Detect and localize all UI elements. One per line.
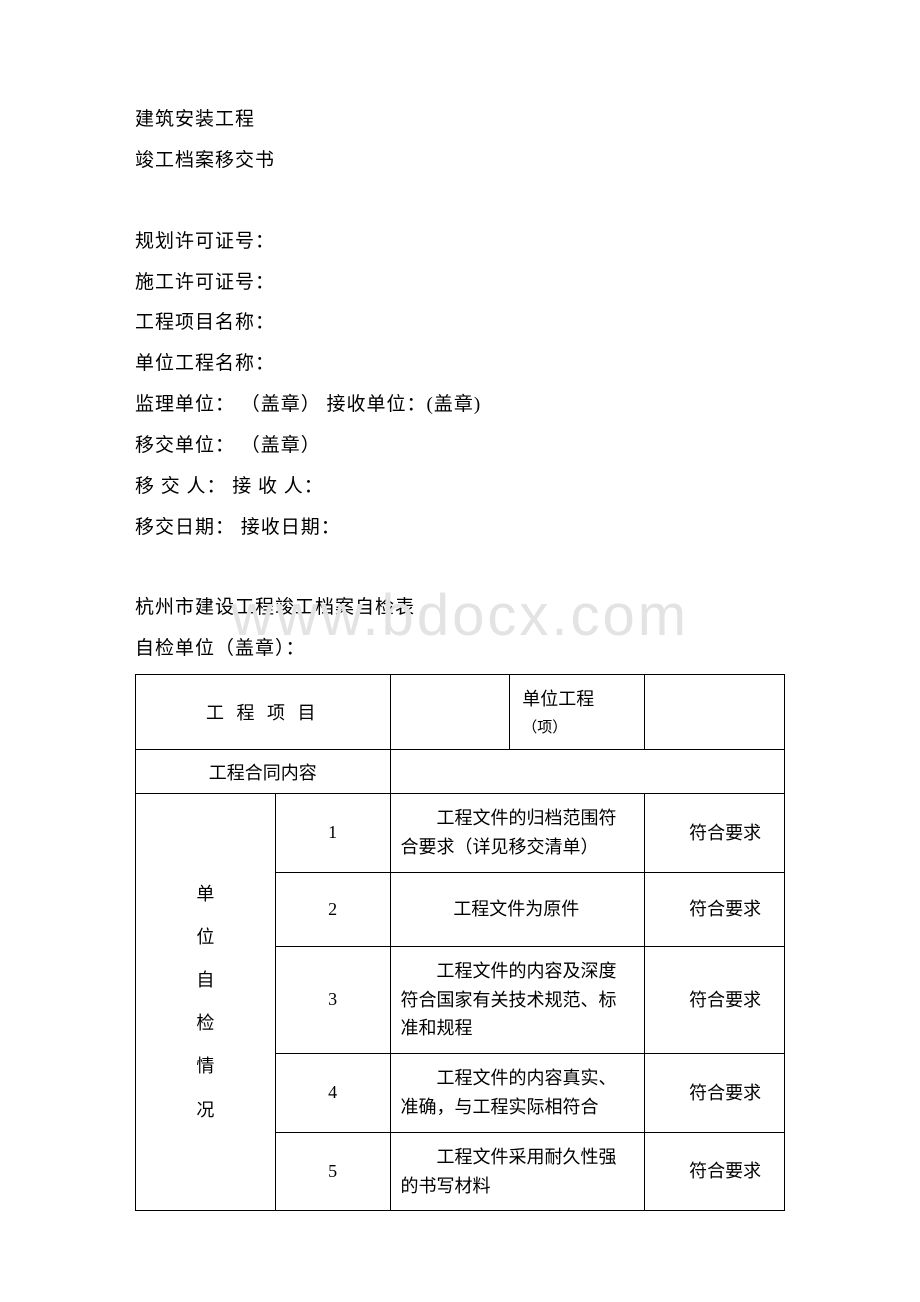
cell-empty xyxy=(390,750,784,794)
cell-desc: 工程文件为原件 xyxy=(390,872,645,946)
cell-result: 符合要求 xyxy=(645,1132,785,1211)
cell-contract-label: 工程合同内容 xyxy=(136,750,391,794)
field-supervise: 监理单位： （盖章） 接收单位：(盖章) xyxy=(135,385,785,426)
field-dates: 移交日期： 接收日期： xyxy=(135,508,785,549)
table-row: 单位自检情况 1 工程文件的归档范围符合要求（详见移交清单） 符合要求 xyxy=(136,794,785,873)
field-person: 移 交 人： 接 收 人： xyxy=(135,467,785,508)
table-title: 杭州市建设工程竣工档案自检表 xyxy=(135,588,785,629)
cell-desc: 工程文件的内容及深度符合国家有关技术规范、标准和规程 xyxy=(390,946,645,1053)
cell-project-label: 工 程 项 目 xyxy=(136,675,391,750)
cell-desc: 工程文件的内容真实、准确，与工程实际相符合 xyxy=(390,1054,645,1133)
field-handover: 移交单位： （盖章） xyxy=(135,426,785,467)
cell-desc: 工程文件的归档范围符合要求（详见移交清单） xyxy=(390,794,645,873)
cell-result: 符合要求 xyxy=(645,872,785,946)
cell-result: 符合要求 xyxy=(645,946,785,1053)
header-line-1: 建筑安装工程 xyxy=(135,100,785,141)
cell-num: 2 xyxy=(275,872,390,946)
field-unit-name: 单位工程名称： xyxy=(135,344,785,385)
cell-empty xyxy=(645,675,785,750)
cell-desc: 工程文件采用耐久性强的书写材料 xyxy=(390,1132,645,1211)
header-line-2: 竣工档案移交书 xyxy=(135,141,785,182)
unit-text-2: （项） xyxy=(522,716,634,740)
field-project-name: 工程项目名称： xyxy=(135,303,785,344)
table-row: 工 程 项 目 单位工程 （项） xyxy=(136,675,785,750)
cell-result: 符合要求 xyxy=(645,1054,785,1133)
cell-num: 1 xyxy=(275,794,390,873)
cell-num: 3 xyxy=(275,946,390,1053)
table-subtitle: 自检单位（盖章）： xyxy=(135,629,785,670)
unit-text-1: 单位工程 xyxy=(522,685,634,714)
field-permit1: 规划许可证号： xyxy=(135,222,785,263)
self-check-table: 工 程 项 目 单位工程 （项） 工程合同内容 单位自检情况 1 工程文件的归档… xyxy=(135,674,785,1211)
cell-num: 4 xyxy=(275,1054,390,1133)
field-permit2: 施工许可证号： xyxy=(135,263,785,304)
cell-num: 5 xyxy=(275,1132,390,1211)
cell-unit-project: 单位工程 （项） xyxy=(510,675,645,750)
cell-vertical-label: 单位自检情况 xyxy=(136,794,276,1211)
cell-empty xyxy=(390,675,510,750)
cell-result: 符合要求 xyxy=(645,794,785,873)
table-row: 工程合同内容 xyxy=(136,750,785,794)
